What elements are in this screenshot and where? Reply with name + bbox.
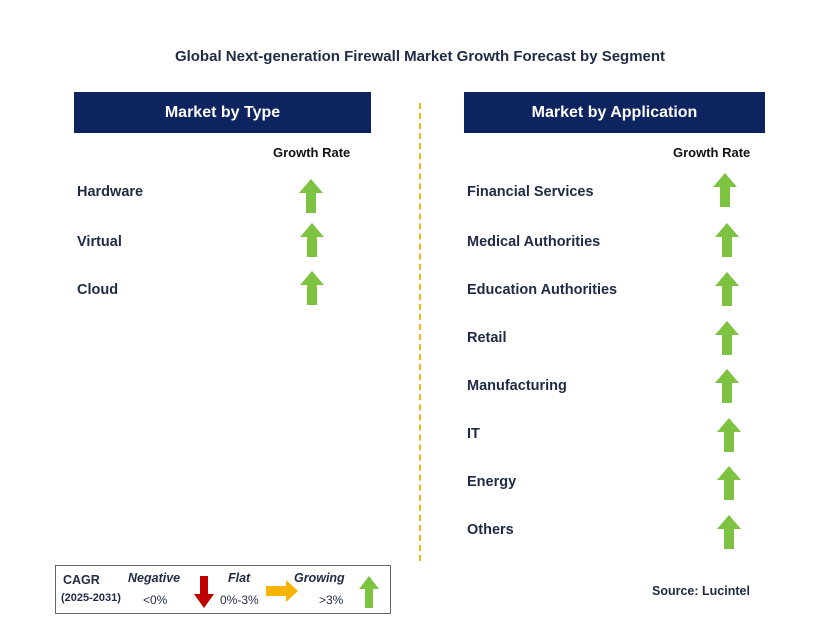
- type-label-cloud: Cloud: [77, 282, 119, 298]
- type-growth-rate-header: Growth Rate: [273, 145, 351, 160]
- legend-negative-range: <0%: [143, 593, 168, 607]
- growing-arrow-icon: [299, 179, 323, 213]
- source-note: Source: Lucintel: [652, 584, 750, 598]
- growing-arrow-icon: [300, 271, 324, 305]
- legend-flat-range: 0%-3%: [220, 593, 259, 607]
- legend-period: (2025-2031): [61, 592, 121, 604]
- chart-title: Global Next-generation Firewall Market G…: [174, 48, 666, 65]
- legend-flat-label: Flat: [228, 571, 251, 585]
- app-label-medical-authorities: Medical Authorities: [467, 234, 601, 250]
- growing-arrow-icon: [717, 515, 741, 549]
- growing-arrow-icon: [717, 418, 741, 452]
- legend-growing-range: >3%: [319, 593, 344, 607]
- app-label-education-authorities: Education Authorities: [467, 282, 618, 298]
- application-growth-rate-header: Growth Rate: [673, 145, 751, 160]
- app-label-energy: Energy: [467, 474, 517, 490]
- app-label-manufacturing: Manufacturing: [467, 378, 567, 394]
- growing-arrow-icon: [359, 576, 379, 608]
- growing-arrow-icon: [715, 223, 739, 257]
- legend-negative-label: Negative: [128, 571, 181, 585]
- negative-arrow-icon: [194, 576, 214, 608]
- growing-arrow-icon: [717, 466, 741, 500]
- growing-arrow-icon: [715, 272, 739, 306]
- cagr-legend: CAGR (2025-2031) Negative <0% Flat 0%-3%…: [55, 565, 391, 614]
- growing-arrow-icon: [715, 369, 739, 403]
- app-label-others: Others: [467, 522, 514, 538]
- app-label-financial-services: Financial Services: [467, 184, 594, 200]
- app-label-retail: Retail: [467, 330, 507, 346]
- application-panel-header: Market by Application: [464, 92, 765, 133]
- flat-arrow-icon: [266, 580, 298, 602]
- growing-arrow-icon: [715, 321, 739, 355]
- growing-arrow-icon: [713, 173, 737, 207]
- app-label-it: IT: [467, 426, 480, 442]
- legend-growing-label: Growing: [294, 571, 345, 585]
- panel-divider: [419, 103, 421, 561]
- type-label-hardware: Hardware: [77, 184, 144, 200]
- growing-arrow-icon: [300, 223, 324, 257]
- type-panel-header: Market by Type: [74, 92, 371, 133]
- legend-cagr-label: CAGR: [63, 573, 100, 587]
- type-label-virtual: Virtual: [77, 234, 122, 250]
